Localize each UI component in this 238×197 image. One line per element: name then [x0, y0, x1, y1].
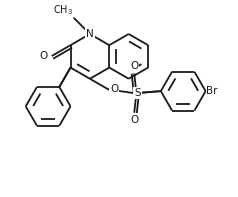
Text: O: O	[130, 115, 138, 125]
Text: O: O	[110, 84, 118, 94]
Text: O: O	[130, 61, 138, 71]
Text: N: N	[86, 29, 94, 39]
Text: CH$_3$: CH$_3$	[53, 3, 73, 17]
Text: S: S	[134, 88, 141, 98]
Text: Br: Br	[206, 86, 218, 96]
Text: O: O	[40, 51, 48, 61]
